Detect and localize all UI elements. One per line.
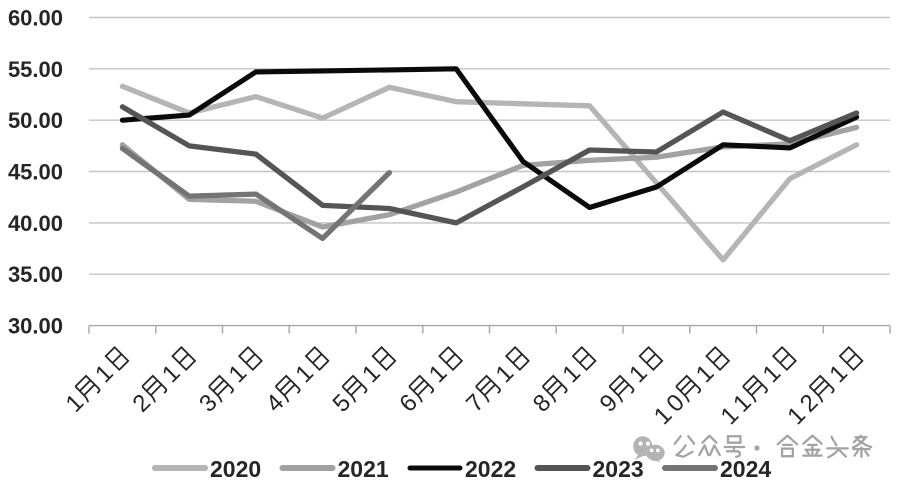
svg-text:45.00: 45.00: [8, 160, 63, 185]
svg-text:40.00: 40.00: [8, 211, 63, 236]
svg-text:60.00: 60.00: [8, 6, 63, 31]
svg-text:30.00: 30.00: [8, 314, 63, 339]
svg-text:2022: 2022: [465, 456, 516, 482]
svg-text:35.00: 35.00: [8, 262, 63, 287]
svg-text:2024: 2024: [720, 456, 771, 482]
svg-text:2021: 2021: [338, 456, 389, 482]
svg-text:2023: 2023: [593, 456, 644, 482]
svg-text:50.00: 50.00: [8, 108, 63, 133]
svg-text:55.00: 55.00: [8, 57, 63, 82]
svg-text:2020: 2020: [210, 456, 261, 482]
